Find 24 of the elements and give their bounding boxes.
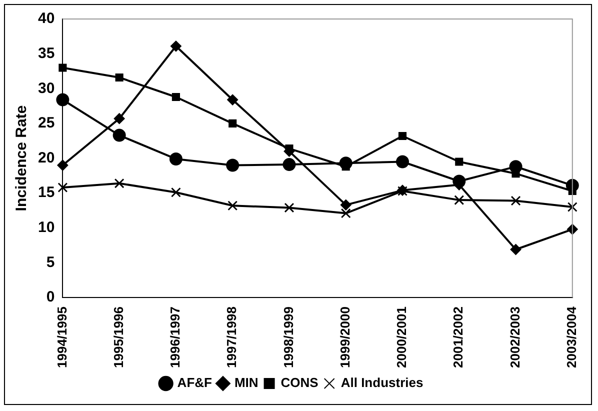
legend-label: All Industries xyxy=(340,375,424,390)
y-tick-label: 30 xyxy=(38,80,55,97)
y-tick-label: 40 xyxy=(38,10,55,28)
x-tick-label: 2002/2003 xyxy=(507,306,522,368)
legend-label: MIN xyxy=(234,375,258,390)
x-tick-label: 1999/2000 xyxy=(337,306,352,368)
x-tick-label: 1998/1999 xyxy=(280,306,296,368)
x-tick-label: 1995/1996 xyxy=(110,306,126,368)
y-tick-label: 0 xyxy=(46,288,55,306)
y-tick-label: 10 xyxy=(38,219,55,236)
y-tick-label: 5 xyxy=(46,254,55,271)
y-axis-title: Incidence Rate xyxy=(13,105,30,212)
legend-label: AF&F xyxy=(177,375,212,390)
x-tick-label: 2000/2001 xyxy=(394,306,410,368)
legend-label: CONS xyxy=(280,375,319,390)
x-tick-label: 1997/1998 xyxy=(224,306,240,368)
x-tick-label: 1996/1997 xyxy=(168,306,183,368)
x-tick-label: 2003/2004 xyxy=(564,306,579,368)
x-tick-label: 1994/1995 xyxy=(54,306,70,368)
y-tick-label: 35 xyxy=(38,44,55,62)
x-tick-label: 2001/2002 xyxy=(450,306,466,368)
y-tick-label: 15 xyxy=(38,184,55,202)
y-tick-label: 20 xyxy=(38,149,55,166)
y-tick-label: 25 xyxy=(38,114,55,132)
